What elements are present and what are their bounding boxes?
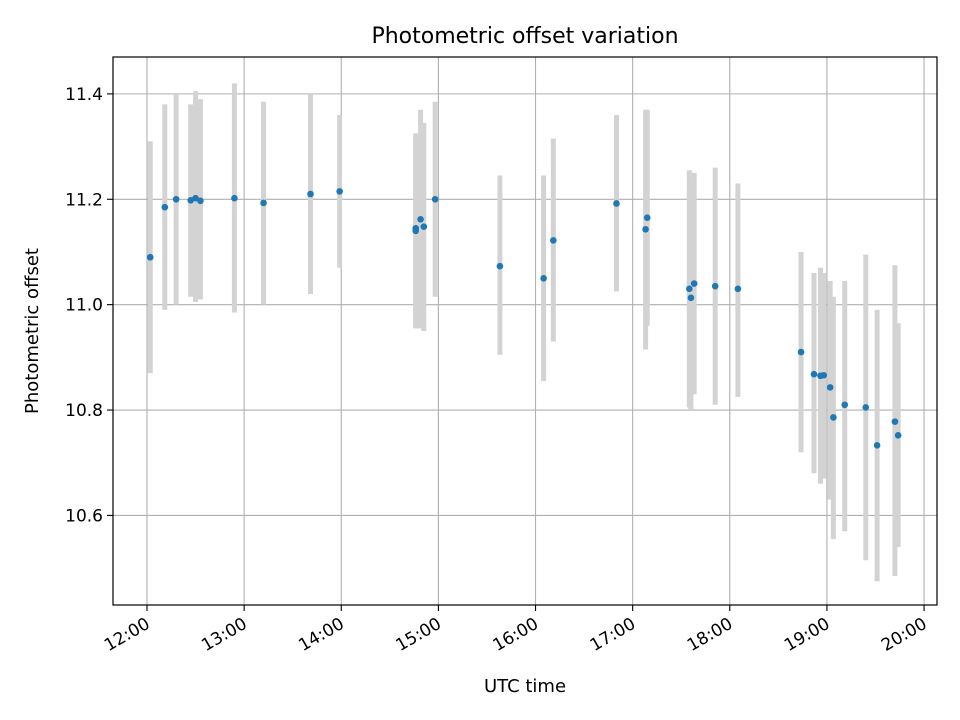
data-point (417, 215, 424, 223)
data-point (797, 348, 805, 356)
data-point (146, 253, 154, 261)
data-point (873, 442, 881, 449)
y-axis-label: Photometric offset (22, 248, 43, 414)
data-point (643, 214, 651, 222)
y-tick-label: 10.8 (65, 401, 103, 421)
data-point (686, 285, 693, 293)
data-point (231, 194, 238, 202)
data-point (734, 285, 742, 293)
data-point (894, 432, 902, 439)
data-point (412, 227, 420, 235)
y-tick-label: 10.6 (65, 506, 103, 526)
y-tick-label: 11.2 (65, 190, 103, 210)
data-point (690, 280, 698, 287)
data-point (161, 203, 169, 211)
data-point (687, 294, 695, 302)
data-point (197, 197, 204, 205)
data-point (820, 371, 827, 379)
data-point (431, 195, 439, 203)
data-point (862, 404, 870, 411)
data-point (830, 414, 837, 421)
data-point (810, 370, 818, 378)
chart-title: Photometric offset variation (371, 24, 678, 49)
y-ticks: 10.6 10.8 11.0 11.2 11.4 (65, 85, 113, 526)
plot-frame (112, 56, 938, 606)
data-point (307, 190, 314, 198)
data-point (260, 199, 267, 207)
data-point (642, 226, 649, 233)
data-point (496, 262, 504, 270)
y-tick-label: 11.0 (65, 296, 103, 316)
data-point (550, 237, 557, 244)
data-points (146, 188, 902, 449)
data-point (172, 195, 180, 203)
data-point (841, 401, 849, 409)
data-point (891, 418, 899, 425)
x-axis-label: UTC time (484, 676, 566, 697)
data-point (613, 200, 620, 207)
data-point (711, 282, 719, 290)
data-point (336, 188, 343, 195)
data-point (826, 384, 834, 391)
data-point (540, 275, 547, 282)
data-point (420, 223, 428, 230)
data-point (192, 194, 199, 202)
y-tick-label: 11.4 (65, 85, 103, 105)
